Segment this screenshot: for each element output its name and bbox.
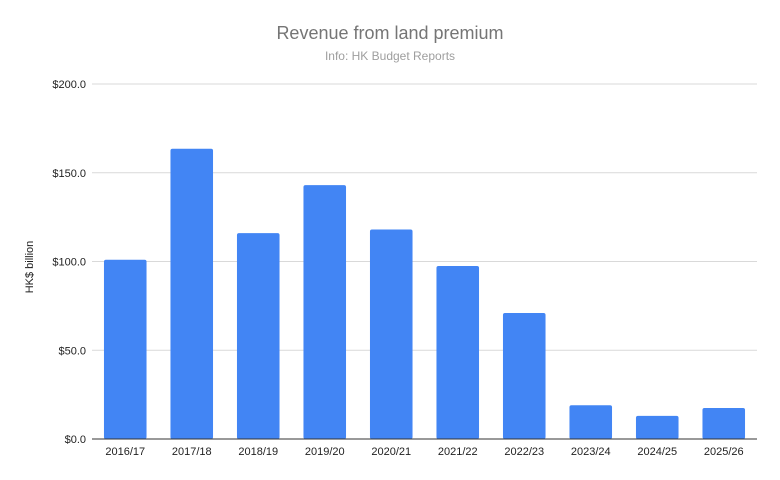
x-tick-label: 2025/26 [704,446,744,458]
x-tick-label: 2019/20 [305,446,345,458]
bar-2024-25 [635,415,679,439]
bar-2019-20 [303,185,347,439]
bar-2023-24 [569,405,613,439]
bar-2025-26 [702,407,746,439]
y-tick-label: $100.0 [52,257,86,269]
y-tick-label: $200.0 [52,79,86,91]
chart-title: Revenue from land premium [276,23,503,43]
x-tick-label: 2021/22 [438,446,478,458]
bar-2018-19 [236,233,280,439]
x-tick-label: 2017/18 [172,446,212,458]
x-axis-ticks: 2016/17 2017/18 2018/19 2019/20 2020/21 2021/… [105,446,743,458]
x-tick-label: 2022/23 [504,446,544,458]
y-axis-ticks: $0.0 $50.0 $100.0 $150.0 $200.0 [52,79,86,446]
x-tick-label: 2024/25 [637,446,677,458]
x-tick-label: 2020/21 [371,446,411,458]
y-tick-label: $150.0 [52,168,86,180]
y-axis-label: HK$ billion [24,241,36,294]
bar-2017-18 [170,148,214,439]
chart-subtitle: Info: HK Budget Reports [325,49,455,63]
bar-2021-22 [436,265,480,439]
y-tick-label: $50.0 [58,345,86,357]
bar-2022-23 [502,312,546,439]
y-tick-label: $0.0 [65,434,86,446]
bar-2016-17 [103,259,147,439]
x-tick-label: 2018/19 [238,446,278,458]
bars [103,148,746,439]
bar-2020-21 [369,229,413,439]
x-tick-label: 2016/17 [105,446,145,458]
x-tick-label: 2023/24 [571,446,611,458]
